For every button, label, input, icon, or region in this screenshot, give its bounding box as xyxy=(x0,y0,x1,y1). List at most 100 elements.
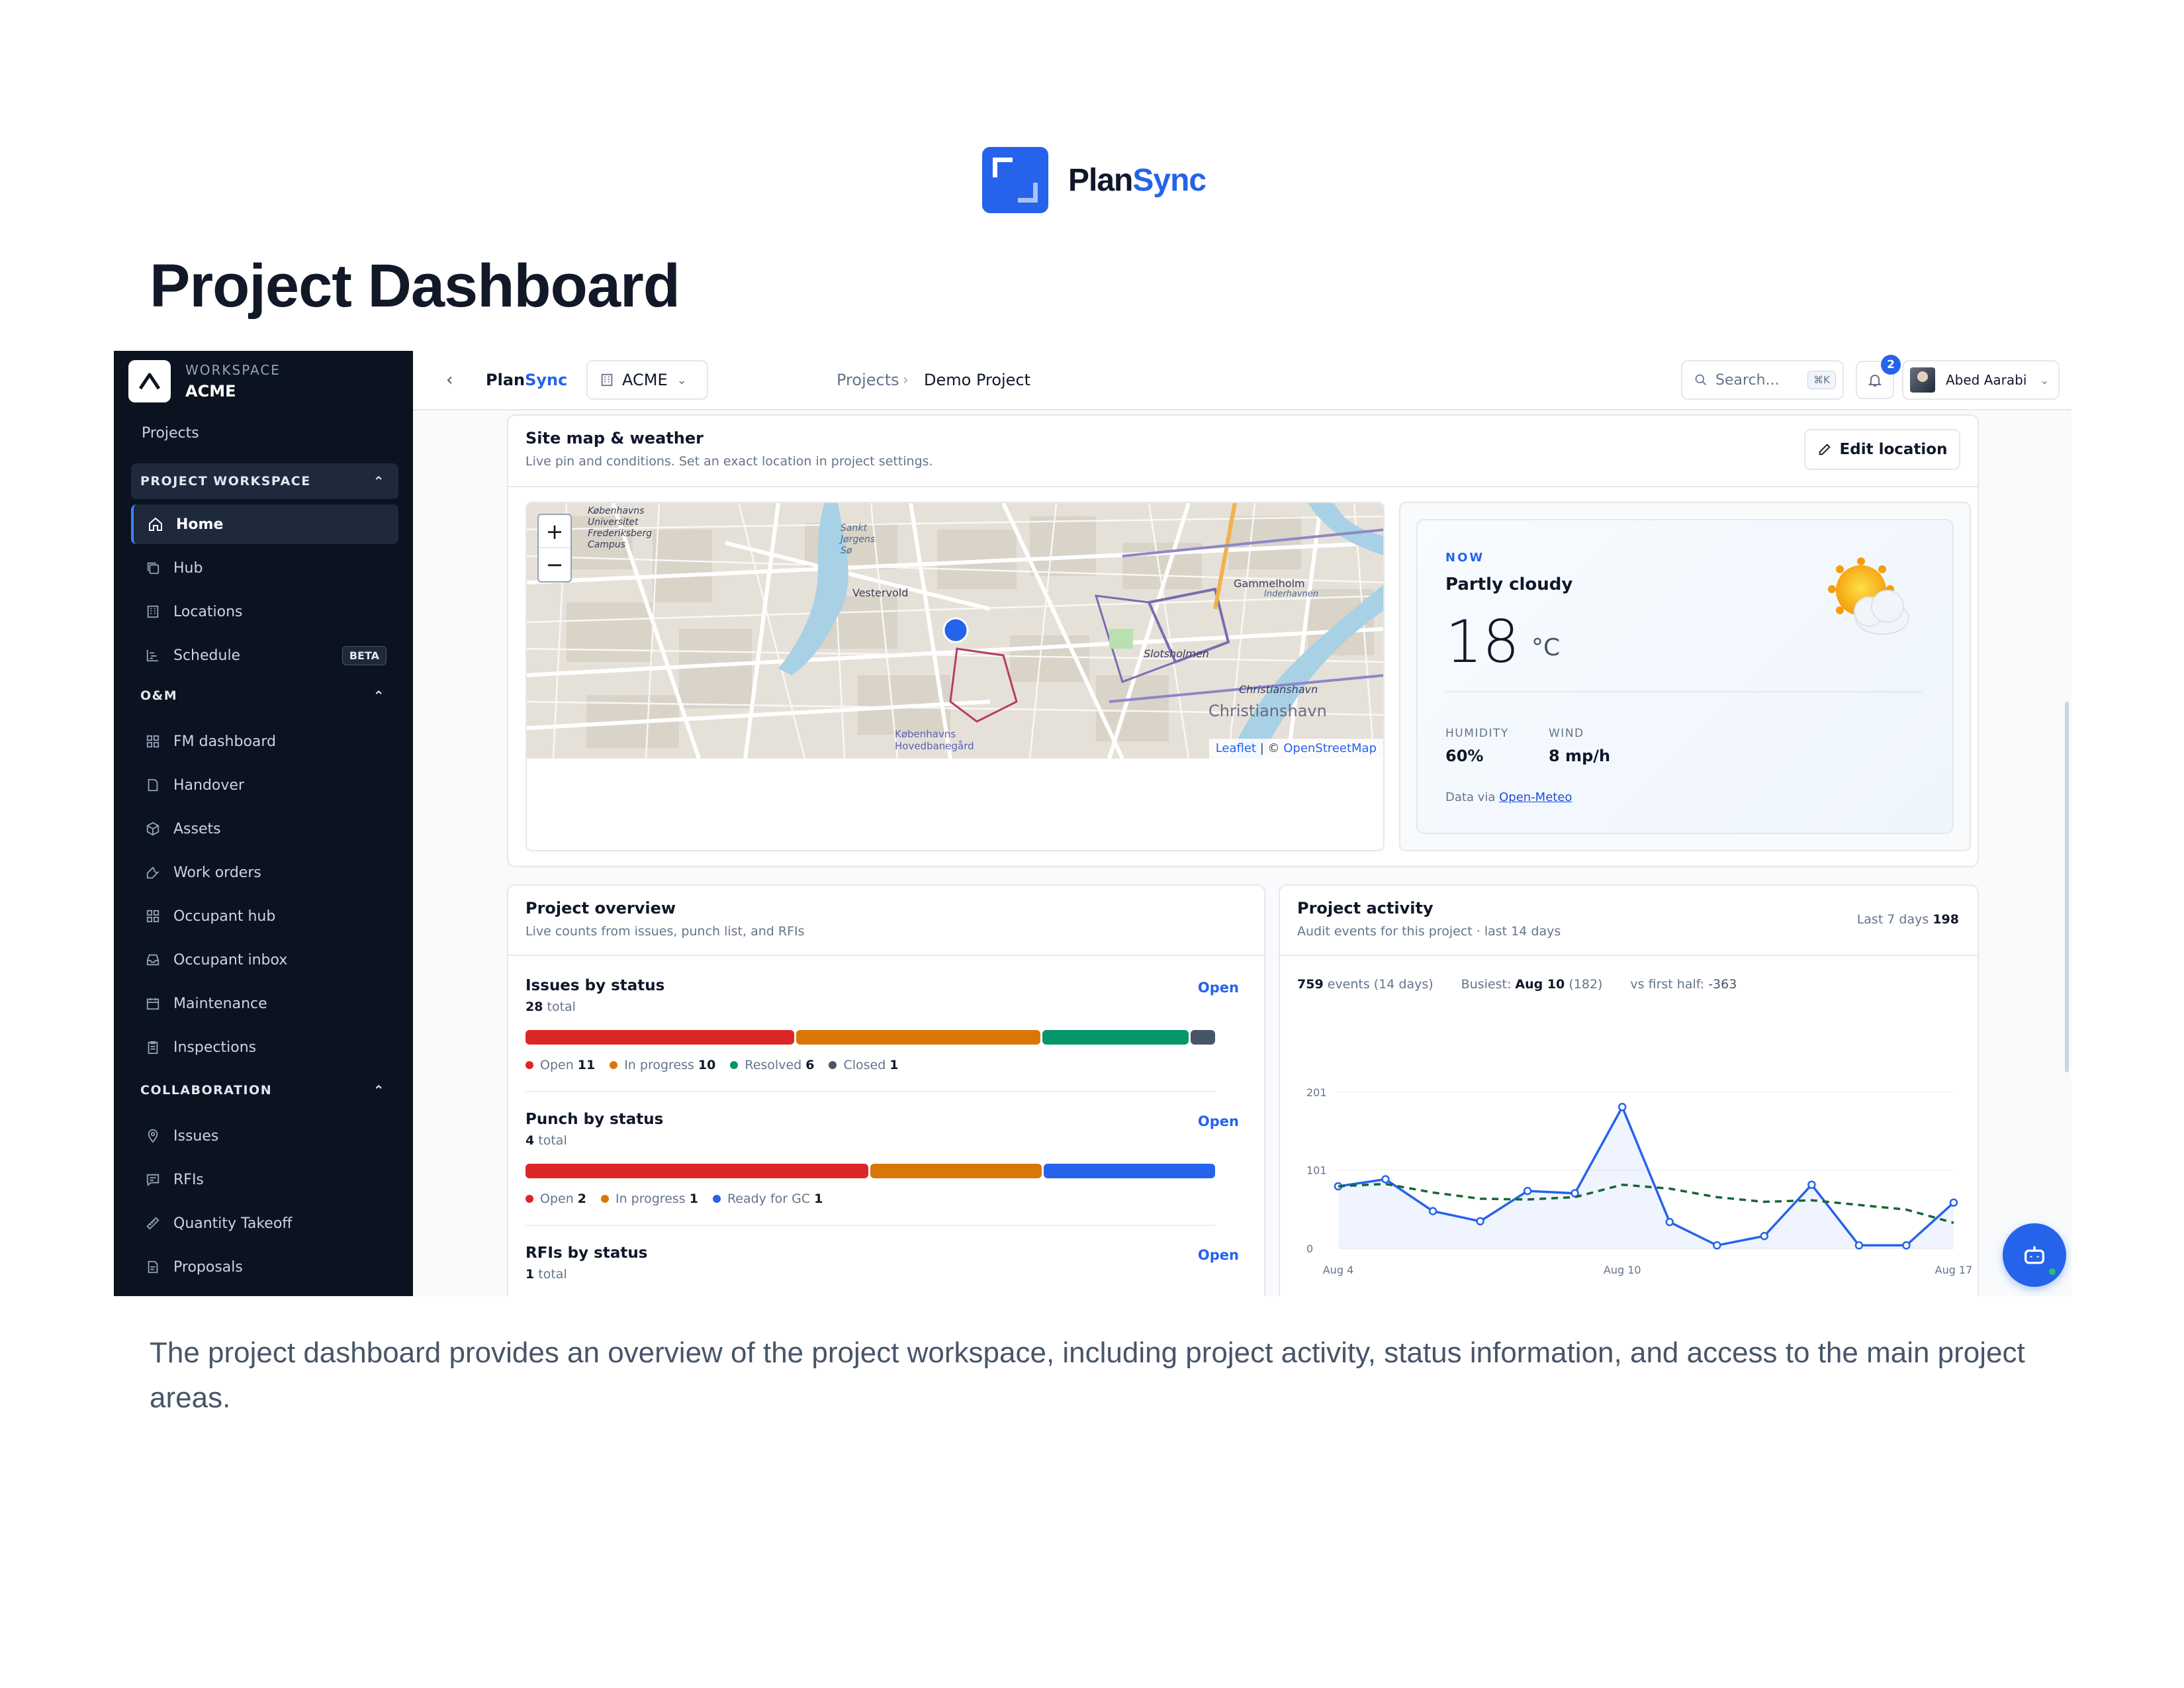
status-bar-segment xyxy=(1191,1030,1215,1045)
sidebar-item-label: Schedule xyxy=(173,647,241,664)
punch-legend: Open 2 In progress 1 Ready for GC 1 xyxy=(525,1192,837,1206)
punch-open-link[interactable]: Open xyxy=(1197,1113,1239,1129)
sidebar-item-occupant-inbox[interactable]: Occupant inbox xyxy=(131,940,398,980)
map-label: Christianshavn xyxy=(1208,702,1327,720)
section-om[interactable]: O&M ⌃ xyxy=(131,678,398,714)
user-menu[interactable]: Abed Aarabi ⌄ xyxy=(1902,360,2060,400)
org-switcher[interactable]: ACME ⌄ xyxy=(586,360,708,400)
openstreetmap-link[interactable]: OpenStreetMap xyxy=(1283,741,1377,755)
data-point xyxy=(1570,1189,1579,1197)
sidebar-item-home[interactable]: Home xyxy=(131,504,398,544)
sidebar-item-maintenance[interactable]: Maintenance xyxy=(131,984,398,1023)
workspace-switcher[interactable]: WORKSPACE ACME xyxy=(128,360,281,402)
sidebar-item-issues[interactable]: Issues xyxy=(131,1116,398,1156)
legend-value: 2 xyxy=(577,1192,586,1206)
breadcrumb-projects[interactable]: Projects xyxy=(837,371,899,389)
leaflet-link[interactable]: Leaflet xyxy=(1215,741,1256,755)
sidebar-item-hub[interactable]: Hub xyxy=(131,548,398,588)
notifications-button[interactable] xyxy=(1856,361,1894,399)
breadcrumb-current-project: Demo Project xyxy=(924,371,1031,389)
legend-item: Closed 1 xyxy=(829,1058,899,1072)
status-bar-segment xyxy=(796,1030,1040,1045)
issues-open-link[interactable]: Open xyxy=(1197,980,1239,996)
breadcrumb-separator-icon: › xyxy=(903,371,909,389)
section-project-workspace[interactable]: PROJECT WORKSPACE ⌃ xyxy=(131,463,398,499)
project-activity-card: Project activity Audit events for this p… xyxy=(1279,884,1979,1296)
beta-badge: BETA xyxy=(341,645,387,665)
x-tick-label: Aug 17 xyxy=(1935,1264,1973,1276)
grid-icon xyxy=(144,733,161,750)
legend-item: Open 11 xyxy=(525,1058,595,1072)
x-tick-label: Aug 10 xyxy=(1604,1264,1641,1276)
workspace-name: ACME xyxy=(185,382,236,400)
sidebar-item-assets[interactable]: Assets xyxy=(131,809,398,849)
legend-item: Resolved 6 xyxy=(730,1058,814,1072)
topbar-brand[interactable]: PlanSync xyxy=(486,371,568,389)
assistant-fab-button[interactable] xyxy=(2003,1223,2066,1287)
sidebar-item-fm-dashboard[interactable]: FM dashboard xyxy=(131,722,398,761)
site-map-weather-card: Site map & weather Live pin and conditio… xyxy=(507,414,1979,867)
sidebar-item-proposals[interactable]: Proposals xyxy=(131,1247,398,1287)
sidebar-item-locations[interactable]: Locations xyxy=(131,592,398,632)
weather-source: Data via Open-Meteo xyxy=(1445,790,1572,804)
sidebar-item-schedule[interactable]: Schedule BETA xyxy=(131,635,398,675)
chevron-down-icon: ⌄ xyxy=(2040,373,2049,387)
y-tick-label: 201 xyxy=(1306,1086,1327,1099)
sidebar-item-rfis[interactable]: RFIs xyxy=(131,1160,398,1199)
data-point xyxy=(1381,1175,1390,1184)
site-map[interactable]: Københavns Universitet Frederiksberg Cam… xyxy=(525,502,1385,851)
weather-temperature-unit: °C xyxy=(1531,634,1561,661)
sidebar-item-work-orders[interactable]: Work orders xyxy=(131,853,398,892)
online-status-dot xyxy=(2048,1267,2057,1276)
file-icon xyxy=(144,776,161,794)
section-label: PROJECT WORKSPACE xyxy=(140,474,311,489)
wrench-icon xyxy=(144,864,161,881)
rfis-open-link[interactable]: Open xyxy=(1197,1247,1239,1263)
sidebar-item-quantity-takeoff[interactable]: Quantity Takeoff xyxy=(131,1203,398,1243)
legend-label: Ready for GC xyxy=(727,1192,811,1206)
box-icon xyxy=(144,820,161,837)
activity-stats: 759 events (14 days) Busiest: Aug 10 (18… xyxy=(1297,977,1764,992)
caption: The project dashboard provides an overvi… xyxy=(150,1336,2025,1414)
zoom-in-button[interactable]: + xyxy=(539,515,570,548)
data-point xyxy=(1523,1186,1532,1196)
sidebar-projects-link[interactable]: Projects xyxy=(142,425,199,442)
vs-first-half-stat: vs first half: -363 xyxy=(1630,977,1737,992)
data-point xyxy=(1617,1103,1627,1111)
open-meteo-link[interactable]: Open-Meteo xyxy=(1499,790,1572,804)
brand-logo: PlanSync xyxy=(982,146,1206,214)
sidebar-item-label: Assets xyxy=(173,820,221,837)
legend-value: 1 xyxy=(889,1058,899,1072)
card-subtitle: Live pin and conditions. Set an exact lo… xyxy=(525,454,933,469)
sidebar-item-handover[interactable]: Handover xyxy=(131,765,398,805)
location-pin-marker xyxy=(942,617,969,643)
sidebar-item-label: Handover xyxy=(173,776,244,794)
section-collaboration[interactable]: COLLABORATION ⌃ xyxy=(131,1072,398,1108)
legend-value: 10 xyxy=(698,1058,716,1072)
map-tiles[interactable] xyxy=(527,503,1385,759)
edit-location-button[interactable]: Edit location xyxy=(1804,429,1960,470)
zoom-out-button[interactable]: − xyxy=(545,552,564,577)
pin-icon xyxy=(144,1127,161,1145)
building-icon xyxy=(144,603,161,620)
sidebar-item-label: Inspections xyxy=(173,1039,257,1056)
chevron-left-icon[interactable]: ‹ xyxy=(446,370,453,390)
app-screenshot: WORKSPACE ACME Projects PROJECT WORKSPAC… xyxy=(114,351,2071,1296)
sidebar-item-inspections[interactable]: Inspections xyxy=(131,1027,398,1067)
legend-dot xyxy=(610,1061,618,1069)
sidebar-item-occupant-hub[interactable]: Occupant hub xyxy=(131,896,398,936)
weather-panel: NOW Partly cloudy 18 °C H xyxy=(1399,502,1971,851)
page-title: Project Dashboard xyxy=(150,252,680,320)
message-icon xyxy=(144,1171,161,1188)
map-label: Slotsholmen xyxy=(1144,647,1209,660)
legend-value: 6 xyxy=(805,1058,815,1072)
map-zoom-control: + − xyxy=(537,514,572,583)
activity-line-chart: 0 101 201 Aug 4 Aug 10 Aug 17 xyxy=(1306,1086,1973,1276)
inbox-icon xyxy=(144,951,161,968)
scrollbar[interactable] xyxy=(2065,702,2069,1072)
issues-by-status-title: Issues by status xyxy=(525,977,665,994)
chevron-up-icon: ⌃ xyxy=(373,1082,385,1098)
humidity-value: 60% xyxy=(1445,747,1484,765)
building-icon xyxy=(601,373,613,387)
search-input[interactable]: Search... ⌘K xyxy=(1681,360,1844,400)
